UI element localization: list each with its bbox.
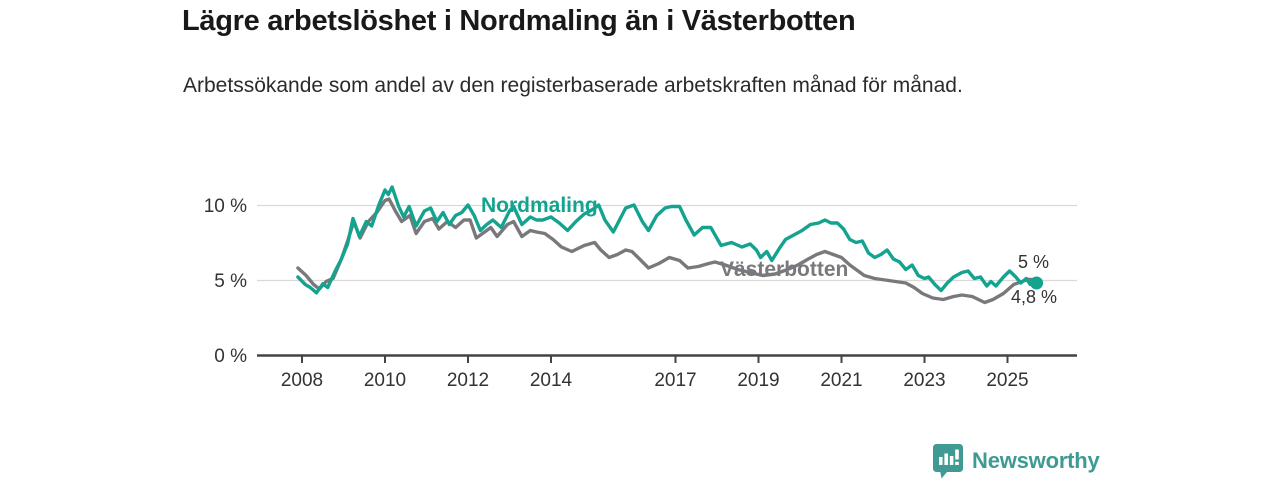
- line-nordmaling: [296, 185, 1039, 295]
- x-tick-label: 2008: [281, 370, 323, 391]
- newsworthy-branding-link[interactable]: Newsworthy: [932, 443, 1100, 479]
- x-tick-label: 2021: [820, 370, 862, 391]
- x-tick-label: 2019: [737, 370, 779, 391]
- x-tick-label: 2025: [986, 370, 1028, 391]
- latest-value-nordmaling: 4,8 %: [1011, 287, 1058, 307]
- latest-value-vasterbotten: 5 %: [1018, 252, 1050, 272]
- latest-value-dot: [1030, 276, 1044, 290]
- newsworthy-logo-icon: [933, 444, 963, 479]
- line-västerbotten: [296, 197, 1039, 305]
- series-label-vasterbotten: Västerbotten: [720, 258, 849, 281]
- x-tick-label: 2017: [654, 370, 696, 391]
- chart-subtitle: Arbetssökande som andel av den registerb…: [183, 74, 963, 97]
- newsworthy-wordmark: Newsworthy: [972, 448, 1100, 473]
- chart-title: Lägre arbetslöshet i Nordmaling än i Väs…: [182, 5, 856, 37]
- y-tick-label: 0 %: [214, 346, 247, 367]
- x-tick-label: 2023: [903, 370, 945, 391]
- y-tick-label: 5 %: [214, 271, 247, 292]
- y-tick-label: 10 %: [204, 196, 247, 217]
- x-tick-label: 2014: [530, 370, 573, 391]
- x-tick-label: 2010: [364, 370, 406, 391]
- x-tick-label: 2012: [447, 370, 489, 391]
- series-label-nordmaling: Nordmaling: [481, 194, 598, 217]
